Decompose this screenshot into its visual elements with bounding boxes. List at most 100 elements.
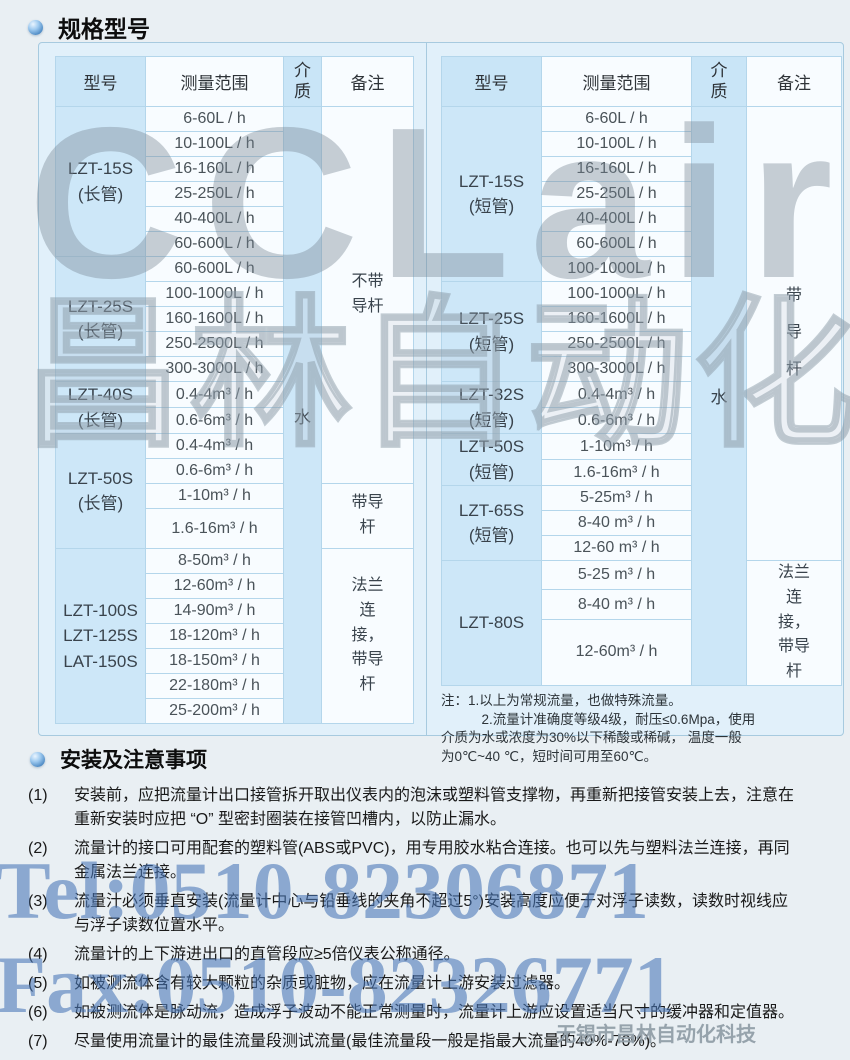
model-cell: LZT-25S (短管) [441, 281, 542, 382]
header-medium: 介质 [691, 56, 747, 107]
install-item-5: (5) 如被测流体含有较大颗粒的杂质或脏物，应在流量计上游安装过滤器。 [0, 972, 850, 996]
model-cell: LZT-15S (长管) [55, 106, 146, 257]
install-item-number: (5) [28, 975, 48, 992]
range-cell: 300-3000L / h [145, 356, 284, 382]
range-cell: 25-250L / h [541, 181, 692, 207]
remark-cell: 不带导杆 [321, 106, 414, 484]
model-cell: LZT-15S (短管) [441, 106, 542, 282]
range-cell: 18-150m³ / h [145, 648, 284, 674]
range-cell: 25-200m³ / h [145, 698, 284, 724]
spec-table-note: 注：1.以上为常规流量，也做特殊流量。 2.流量计准确度等级4级，耐压≤0.6M… [441, 692, 756, 764]
medium-cell: 水 [691, 106, 747, 686]
install-item-4: (4) 流量计的上下游进出口的直管段应≥5倍仪表公称通径。 [0, 943, 850, 967]
install-item-text: 流量计的上下游进出口的直管段应≥5倍仪表公称通径。 [74, 946, 460, 963]
range-cell: 250-2500L / h [541, 331, 692, 357]
install-item-text: 流量汁必须垂直安装(流量计中心与铅垂线的夹角不超过5°)安装高度应便于对浮子读数… [74, 893, 788, 934]
spec-tables-box: 型号 测量范围 介质 备注 LZT-15S (长管) 6-60L / h 水不带导杆 10-1… [38, 42, 844, 764]
header-model: 型号 [55, 56, 146, 107]
install-item-6: (6) 如被测流体是脉动流，造成浮子波动不能正常测量时，流量计上游应设置适当尺寸的… [0, 1001, 850, 1025]
section-specs-title: 规格型号 [28, 10, 150, 44]
install-item-text: 如被测流体是脉动流，造成浮子波动不能正常测量时，流量计上游应设置适当尺寸的缓冲器… [74, 1004, 795, 1021]
range-cell: 1.6-16m³ / h [145, 508, 284, 549]
cell-text: 介质 [710, 61, 728, 101]
install-item-number: (1) [28, 787, 48, 804]
header-remark: 备注 [746, 56, 842, 107]
install-item-3: (3) 流量汁必须垂直安装(流量计中心与铅垂线的夹角不超过5°)安装高度应便于对浮… [0, 890, 850, 938]
section-install-title-text: 安装及注意事项 [60, 749, 207, 772]
range-cell: 1-10m³ / h [145, 483, 284, 509]
bullet-icon [30, 751, 45, 767]
spec-panel-right: 型号 测量范围 介质 备注 LZT-15S (短管) 6-60L / h 水 带导杆 10-10… [427, 43, 843, 764]
range-cell: 0.4-4m³ / h [145, 433, 284, 459]
range-cell: 12-60 m³ / h [541, 535, 692, 561]
install-item-text: 安装前，应把流量计出口接管拆开取出仪表内的泡沫或塑料管支撑物，再重新把接管安装上… [74, 787, 795, 828]
range-cell: 1.6-16m³ / h [541, 459, 692, 486]
model-cell: LZT-40S (长管) [55, 381, 146, 434]
range-cell: 160-1600L / h [541, 306, 692, 332]
range-cell: 12-60m³ / h [145, 573, 284, 599]
spec-panel-left: 型号 测量范围 介质 备注 LZT-15S (长管) 6-60L / h 水不带导杆 10-1… [39, 43, 427, 735]
range-cell: 25-250L / h [145, 181, 284, 207]
model-cell: LZT-32S (短管) [441, 381, 542, 434]
install-item-number: (7) [28, 1033, 48, 1050]
install-item-7: (7) 尽量使用流量计的最佳流量段测试流量(最佳流量段一般是指最大流量的40%-7… [0, 1030, 850, 1054]
range-cell: 22-180m³ / h [145, 673, 284, 699]
range-cell: 100-1000L / h [145, 281, 284, 307]
range-cell: 14-90m³ / h [145, 598, 284, 624]
range-cell: 5-25m³ / h [541, 485, 692, 511]
cell-text: 法兰连接，带导杆 [351, 577, 384, 694]
range-cell: 60-600L / h [145, 231, 284, 257]
model-cell: LZT-100S LZT-125S LAT-150S [55, 548, 146, 724]
header-remark: 备注 [321, 56, 414, 107]
install-item-text: 尽量使用流量计的最佳流量段测试流量(最佳流量段一般是指最大流量的40%-70%)… [74, 1033, 667, 1050]
section-install-title: 安装及注意事项 [30, 744, 207, 774]
spec-table-right-mount: 型号 测量范围 介质 备注 LZT-15S (短管) 6-60L / h 水 带导杆 10-10… [441, 56, 843, 686]
range-cell: 250-2500L / h [145, 331, 284, 357]
install-item-text: 如被测流体含有较大颗粒的杂质或脏物，应在流量计上游安装过滤器。 [74, 975, 571, 992]
header-range: 测量范围 [145, 56, 284, 107]
range-cell: 10-100L / h [541, 131, 692, 157]
range-cell: 1-10m³ / h [541, 433, 692, 460]
range-cell: 18-120m³ / h [145, 623, 284, 649]
model-cell: LZT-50S (长管) [55, 433, 146, 549]
right-table: 型号 测量范围 介质 备注 LZT-15S (短管) 6-60L / h 水 带导杆 10-10… [441, 56, 842, 686]
install-item-number: (6) [28, 1004, 48, 1021]
install-item-number: (4) [28, 946, 48, 963]
range-cell: 40-400L / h [541, 206, 692, 232]
range-cell: 12-60m³ / h [541, 618, 692, 686]
header-model: 型号 [441, 56, 542, 107]
range-cell: 10-100L / h [145, 131, 284, 157]
install-item-2: (2) 流量计的接口可用配套的塑料管(ABS或PVC)，用专用胶水粘合连接。也可以… [0, 837, 850, 885]
header-range: 测量范围 [541, 56, 692, 107]
spec-table-left-mount: 型号 测量范围 介质 备注 LZT-15S (长管) 6-60L / h 水不带导杆 10-1… [55, 56, 426, 724]
range-cell: 16-160L / h [541, 156, 692, 182]
range-cell: 8-50m³ / h [145, 548, 284, 574]
range-cell: 100-1000L / h [541, 256, 692, 282]
range-cell: 16-160L / h [145, 156, 284, 182]
install-item-number: (3) [28, 893, 48, 910]
cell-text: 介质 [293, 61, 311, 101]
range-cell: 8-40 m³ / h [541, 589, 692, 620]
range-cell: 6-60L / h [145, 106, 284, 132]
model-cell: LZT-50S (短管) [441, 433, 542, 486]
medium-cell: 水 [283, 106, 322, 724]
install-item-1: (1) 安装前，应把流量计出口接管拆开取出仪表内的泡沫或塑料管支撑物，再重新把接管… [0, 784, 850, 832]
install-item-text: 流量计的接口可用配套的塑料管(ABS或PVC)，用专用胶水粘合连接。也可以先与塑… [74, 840, 790, 881]
range-cell: 160-1600L / h [145, 306, 284, 332]
remark-cell: 带导杆 [746, 106, 842, 561]
remark-cell: 法兰连接，带导杆 [321, 548, 414, 724]
range-cell: 40-400L / h [145, 206, 284, 232]
cell-text: 不带导杆 [351, 273, 384, 315]
model-cell: LZT-25S (长管) [55, 256, 146, 382]
range-cell: 0.4-4m³ / h [145, 381, 284, 408]
left-table: 型号 测量范围 介质 备注 LZT-15S (长管) 6-60L / h 水不带导杆 10-1… [55, 56, 414, 724]
range-cell: 5-25 m³ / h [541, 559, 692, 591]
header-medium: 介质 [283, 56, 322, 107]
remark-cell: 带导杆 [321, 483, 414, 549]
install-list: (1) 安装前，应把流量计出口接管拆开取出仪表内的泡沫或塑料管支撑物，再重新把接管… [0, 784, 850, 1054]
range-cell: 100-1000L / h [541, 281, 692, 307]
range-cell: 0.6-6m³ / h [541, 407, 692, 434]
range-cell: 6-60L / h [541, 106, 692, 132]
range-cell: 0.6-6m³ / h [145, 458, 284, 484]
